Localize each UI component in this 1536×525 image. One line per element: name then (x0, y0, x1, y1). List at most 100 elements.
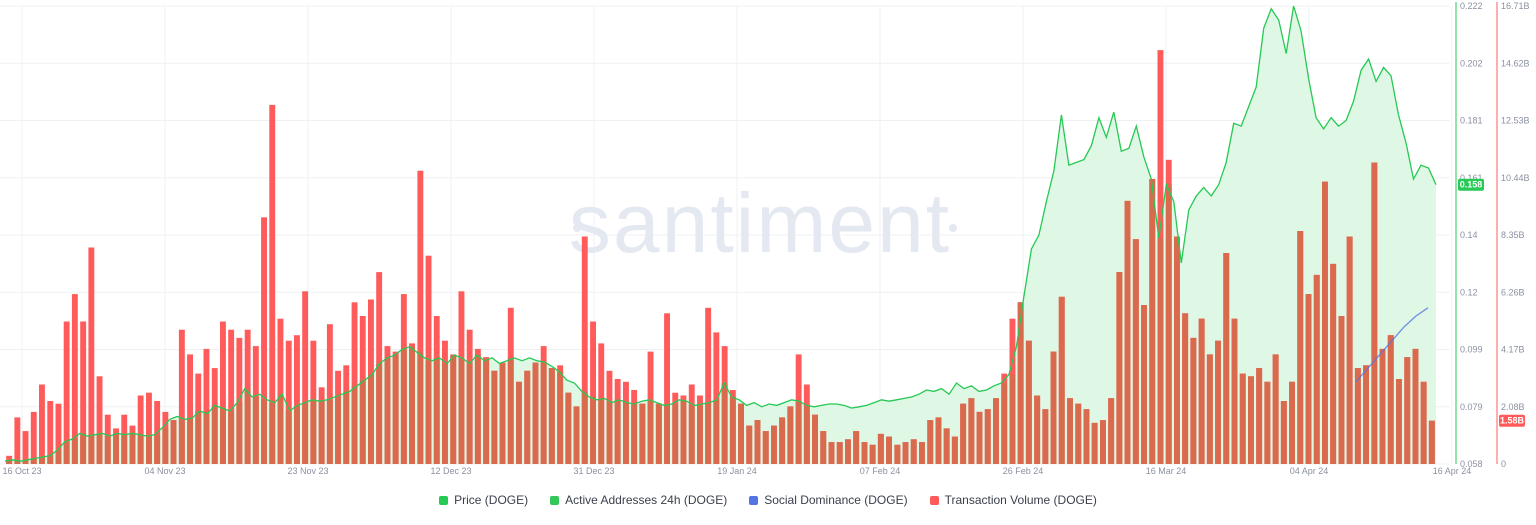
volume-bar-overlap (984, 409, 991, 464)
volume-bar-overlap (22, 459, 29, 464)
volume-bar-overlap (187, 417, 193, 464)
volume-bar-overlap (935, 417, 942, 464)
x-tick-label: 26 Feb 24 (1003, 466, 1044, 476)
social-dominance-line (1355, 307, 1429, 383)
volume-bar (590, 321, 596, 464)
volume-bar-overlap (606, 402, 613, 464)
volume-bar (137, 395, 144, 464)
volume-bar (705, 307, 712, 464)
volume-bar (285, 340, 292, 464)
volume-bar-overlap (228, 410, 235, 464)
legend-label: Transaction Volume (DOGE) (944, 493, 1097, 507)
volume-bar-overlap (1363, 365, 1369, 464)
volume-bar-overlap (1206, 354, 1213, 464)
x-tick-label: 04 Nov 23 (144, 466, 185, 476)
volume-bar-overlap (1404, 357, 1411, 464)
legend-item[interactable]: Price (DOGE) (439, 490, 528, 510)
volume-bar (261, 217, 267, 464)
volume-bar-overlap (1091, 422, 1098, 464)
volume-bar-overlap (1338, 316, 1345, 464)
axes-group: 0.058 0.079 0.099 0.12 0.14 0.161 0.181 0.202 0.… (2, 1, 1529, 476)
volume-bar-overlap (1116, 272, 1123, 464)
volume-bar (664, 313, 670, 464)
volume-bar-overlap (1149, 179, 1156, 464)
volume-bar-overlap (960, 403, 967, 464)
volume-bar-overlap (729, 397, 736, 464)
volume-bar-overlap (565, 392, 572, 464)
volume-bar-overlap (335, 397, 341, 464)
volume-bar-overlap (680, 401, 687, 464)
volume-bar-overlap (71, 438, 78, 464)
legend-item[interactable]: Social Dominance (DOGE) (749, 490, 908, 510)
volume-bar-overlap (795, 401, 802, 464)
volume-bar-overlap (236, 402, 243, 464)
volume-bar (302, 291, 309, 464)
volume-bar-overlap (754, 420, 761, 464)
legend-swatch (439, 495, 449, 505)
volume-bar-overlap (129, 433, 136, 464)
volume-bar-overlap (1157, 237, 1164, 464)
volume-bar-overlap (1280, 401, 1287, 464)
volume-bar-overlap (466, 363, 473, 464)
price-axis-tick-label: 0.14 (1460, 230, 1478, 240)
volume-bar-overlap (359, 380, 366, 464)
volume-bar-overlap (1034, 395, 1041, 464)
volume-bar-overlap (688, 405, 695, 464)
volume-bar-overlap (845, 439, 851, 464)
volume-bar-overlap (1190, 337, 1197, 464)
volume-bar-overlap (762, 431, 769, 464)
legend-item[interactable]: Transaction Volume (DOGE) (929, 490, 1097, 510)
volume-bar-overlap (277, 394, 284, 464)
legend-item[interactable]: Active Addresses 24h (DOGE) (550, 490, 727, 510)
volume-bar (203, 348, 210, 464)
volume-bar-overlap (384, 357, 391, 464)
volume-bar-overlap (540, 362, 547, 464)
volume-bar-overlap (269, 402, 276, 464)
volume-bar-overlap (507, 357, 514, 464)
volume-bar-overlap (178, 419, 185, 464)
watermark-dot-left (573, 224, 581, 232)
volume-bar-overlap (88, 434, 95, 464)
volume-bar-overlap (1313, 274, 1320, 464)
volume-axis-tick-label: 0 (1501, 459, 1506, 469)
volume-bar (71, 294, 78, 464)
volume-bar-overlap (516, 381, 522, 464)
volume-bar-overlap (713, 399, 720, 464)
volume-bar (14, 417, 21, 464)
volume-bar-overlap (672, 404, 679, 464)
volume-bar-overlap (137, 434, 144, 464)
x-tick-label: 16 Mar 24 (1146, 466, 1187, 476)
watermark-group: santiment (569, 176, 957, 270)
volume-bar-overlap (1297, 231, 1304, 464)
volume-bar (80, 321, 87, 464)
volume-axis-tick-label: 16.71B (1501, 1, 1530, 11)
volume-bar (220, 321, 226, 464)
volume-bar-overlap (1330, 263, 1337, 464)
price-line (4, 5, 1437, 462)
volume-bar-overlap (1264, 381, 1271, 464)
volume-bar-overlap (499, 363, 506, 464)
volume-bar-overlap (590, 397, 596, 464)
volume-bar-overlap (1387, 335, 1394, 464)
volume-axis-tick-label: 2.08B (1501, 402, 1525, 412)
volume-bar-overlap (664, 405, 670, 464)
volume-bar-overlap (1100, 420, 1106, 464)
volume-bar-overlap (828, 442, 835, 464)
price-axis-tick-label: 0.161 (1460, 173, 1483, 183)
volume-bar-overlap (886, 436, 892, 464)
volume-bar-overlap (1420, 381, 1427, 464)
volume-bar-overlap (63, 441, 70, 464)
volume-bar-overlap (697, 404, 703, 464)
volume-bar-overlap (1346, 236, 1353, 464)
volume-bar-overlap (170, 420, 177, 464)
volume-bar-overlap (376, 363, 383, 464)
volume-bar (581, 236, 588, 464)
volume-bar-overlap (1198, 318, 1205, 464)
x-tick-label: 12 Dec 23 (430, 466, 471, 476)
volume-bar-overlap (1017, 302, 1024, 464)
volume-bar-overlap (450, 355, 457, 464)
price-axis-tick-label: 0.12 (1460, 287, 1478, 297)
volume-bar-overlap (326, 399, 333, 464)
volume-bar (63, 321, 70, 464)
